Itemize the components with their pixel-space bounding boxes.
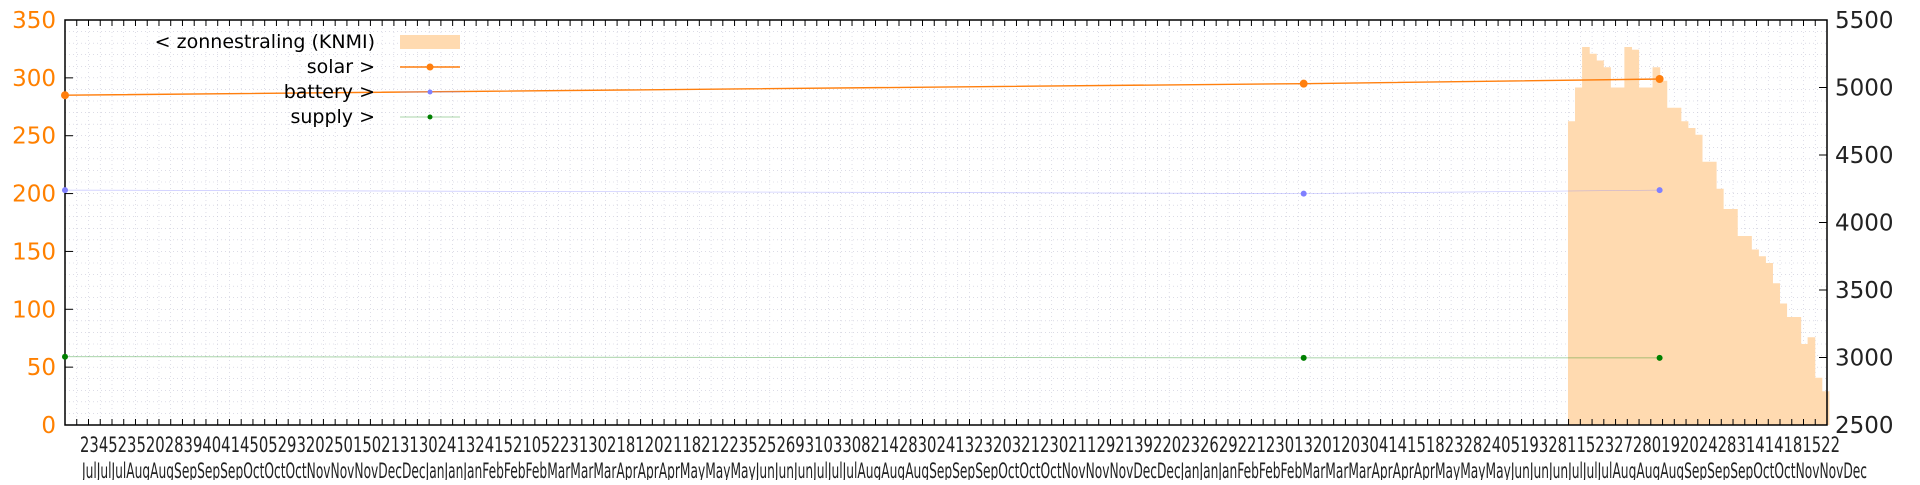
right-axis-tick-label: 2500 [1835, 413, 1894, 439]
right-axis: 2500 3000 3500 4000 4500 5000 5500 [1819, 8, 1894, 439]
zonnestraling-bar [1821, 391, 1830, 425]
left-axis-tick-label: 200 [12, 182, 56, 208]
zonnestraling-bar [1582, 47, 1590, 425]
zonnestraling-bar [1744, 236, 1752, 425]
zonnestraling-bar [1596, 60, 1604, 425]
zonnestraling-bar [1631, 49, 1640, 425]
legend-label-solar: solar > [307, 56, 375, 78]
solar-data-point [1655, 75, 1664, 84]
right-axis-tick-label: 4000 [1835, 211, 1894, 237]
left-axis-tick-label: 100 [12, 297, 56, 323]
left-axis-tick-label: 0 [41, 413, 56, 439]
legend-marker-supply [427, 114, 433, 120]
zonnestraling-bar [1694, 134, 1703, 425]
zonnestraling-bar [1603, 67, 1611, 425]
zonnestraling-bar [1800, 344, 1809, 425]
zonnestraling-bar [1807, 337, 1816, 425]
left-axis: 0 50 100 150 200 250 300 350 [12, 8, 73, 439]
battery-data-point [1656, 187, 1663, 194]
solar-data-point [61, 91, 69, 100]
left-axis-tick-label: 250 [12, 124, 56, 150]
zonnestraling-bar [1723, 209, 1731, 425]
zonnestraling-bar [1730, 209, 1738, 425]
zonnestraling-bar [1701, 161, 1710, 425]
zonnestraling-bar [1567, 121, 1576, 425]
right-axis-tick-label: 3500 [1835, 278, 1894, 304]
right-axis-tick-label: 5500 [1835, 8, 1894, 34]
zonnestraling-bar [1673, 107, 1682, 425]
zonnestraling-bar [1659, 80, 1668, 425]
zonnestraling-bar [1814, 377, 1823, 425]
right-axis-tick-label: 4500 [1835, 143, 1894, 169]
grid-layer [64, 20, 1828, 425]
legend-label-supply: supply > [290, 106, 375, 128]
zonnestraling-bar [1638, 87, 1647, 425]
battery-data-point [1300, 190, 1307, 197]
supply-data-point [62, 353, 68, 360]
left-axis-tick-label: 300 [12, 66, 56, 92]
left-axis-tick-label: 50 [27, 355, 56, 381]
zonnestraling-bar [1666, 107, 1675, 425]
zonnestraling-bar [1617, 87, 1625, 425]
right-axis-tick-label: 3000 [1835, 346, 1894, 372]
zonnestraling-bar [1687, 128, 1696, 425]
area-layer [1567, 47, 1830, 425]
zonnestraling-bar [1575, 87, 1583, 425]
x-tick-labels-day: 2345235202839404145052932025015021313024… [80, 433, 1840, 457]
zonnestraling-bar [1708, 161, 1717, 425]
legend-marker-solar [426, 63, 434, 71]
zonnestraling-bar [1786, 317, 1795, 425]
zonnestraling-bar [1772, 283, 1781, 425]
zonnestraling-bar [1779, 303, 1788, 425]
legend-label-battery: battery > [284, 81, 375, 103]
battery-series-line [64, 189, 1660, 194]
solar-data-point [1299, 79, 1308, 88]
supply-data-point [1656, 354, 1663, 361]
zonnestraling-bar [1624, 47, 1633, 425]
battery-data-point [62, 187, 68, 194]
right-axis-tick-label: 5000 [1835, 76, 1894, 102]
x-axis-ticks [64, 20, 1828, 425]
legend-swatch-zonnestraling [400, 35, 460, 49]
supply-data-point [1300, 354, 1307, 361]
zonnestraling-bar [1793, 317, 1802, 425]
x-tick-labels-month: JulJulJulAugAugSepSepSepOctOctOctNovNovN… [81, 459, 1867, 480]
legend: < zonnestraling (KNMI) solar > battery > su… [155, 31, 460, 128]
zonnestraling-bar [1758, 256, 1766, 425]
left-axis-tick-label: 150 [12, 239, 56, 265]
zonnestraling-bar [1680, 121, 1689, 425]
left-axis-tick-label: 350 [12, 8, 56, 34]
zonnestraling-bar [1645, 87, 1654, 425]
series-layer [61, 75, 1664, 361]
zonnestraling-bar [1737, 236, 1745, 425]
zonnestraling-bar [1765, 263, 1773, 425]
legend-label-zonnestraling: < zonnestraling (KNMI) [155, 31, 375, 53]
supply-series-line [64, 356, 1660, 359]
zonnestraling-bar [1715, 188, 1724, 425]
legend-marker-battery [427, 89, 433, 95]
zonnestraling-bar [1751, 249, 1759, 425]
zonnestraling-bar [1652, 67, 1661, 425]
zonnestraling-bar [1589, 53, 1597, 425]
zonnestraling-bar [1610, 87, 1618, 425]
